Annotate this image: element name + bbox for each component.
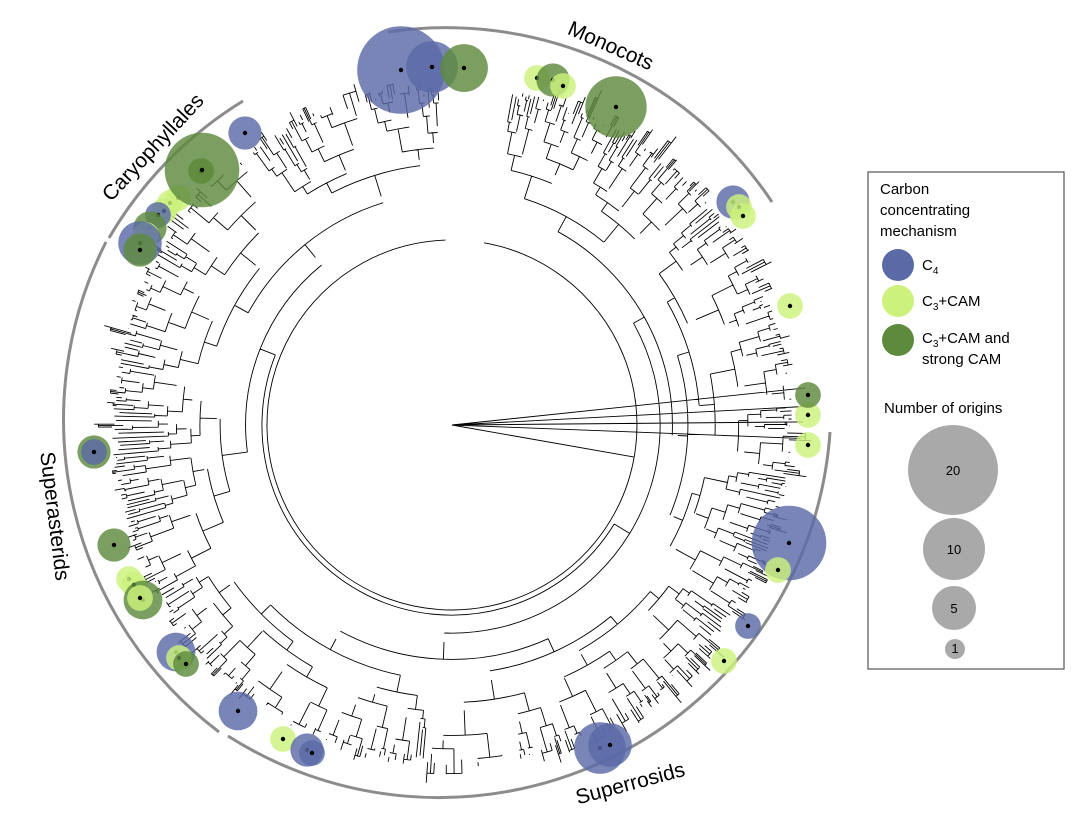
origin-node-dot	[91, 449, 97, 455]
origin-node-dot	[786, 540, 792, 546]
legend-title-line-3: mechanism	[880, 223, 957, 240]
origin-circles	[77, 26, 827, 774]
legend-title-line-2: concentrating	[880, 202, 970, 219]
origin-node-dot	[613, 104, 619, 110]
legend-label-c3-cam: C3+CAM	[922, 293, 981, 313]
origin-node-dot	[199, 167, 205, 173]
clade-arc-monocots	[387, 26, 774, 203]
legend-swatch-c3-cam	[882, 285, 914, 317]
origin-node-dot	[775, 567, 781, 573]
origin-node-dot	[242, 130, 248, 136]
origin-node-dot	[398, 67, 404, 73]
origin-node-dot	[111, 542, 117, 548]
size-legend-circle-20	[908, 425, 998, 515]
legend-swatch-c3-cam-strong	[882, 324, 914, 356]
origin-node-dot	[745, 623, 751, 629]
origin-node-dot	[309, 750, 315, 756]
origin-node-dot	[560, 83, 566, 89]
legend-label-c4: C4	[922, 257, 939, 277]
origin-node-dot	[721, 658, 727, 664]
clade-arc-superasterids	[62, 241, 220, 734]
size-legend-label-10: 10	[947, 542, 961, 557]
legend-size-title: Number of origins	[884, 400, 1002, 417]
origin-node-dot	[787, 303, 793, 309]
origin-node-dot	[607, 742, 613, 748]
size-legend-circle-1	[945, 639, 965, 659]
origin-node-dot	[805, 412, 811, 418]
legend-title-line-1: Carbon	[880, 181, 929, 198]
origin-node-dot	[183, 661, 189, 667]
legend: Carbon concentrating mechanism C4 C3+CAM…	[867, 171, 1065, 670]
origin-node-dot	[137, 247, 143, 253]
size-legend-circle-10	[923, 518, 985, 580]
legend-label-c3-cam-strong-line2: strong CAM	[922, 351, 1001, 368]
legend-label-c3-cam-strong: C3+CAM and	[922, 330, 1010, 350]
origin-node-dot	[461, 65, 467, 71]
clade-label-monocots: Monocots	[564, 17, 657, 75]
origin-node-dot	[429, 64, 435, 70]
phylogenetic-tree	[94, 82, 812, 783]
origin-node-dot	[740, 213, 746, 219]
origin-node-dot	[137, 595, 143, 601]
legend-swatch-c4	[882, 249, 914, 281]
origin-node-dot	[805, 442, 811, 448]
size-legend-label-5: 5	[950, 601, 957, 616]
size-legend-label-1: 1	[951, 641, 958, 656]
origin-node-dot	[280, 736, 286, 742]
size-legend-label-20: 20	[946, 463, 960, 478]
origin-node-dot	[805, 392, 811, 398]
size-legend-circle-5	[932, 586, 976, 630]
origin-node-dot	[235, 708, 241, 714]
tree-branches	[94, 82, 812, 783]
